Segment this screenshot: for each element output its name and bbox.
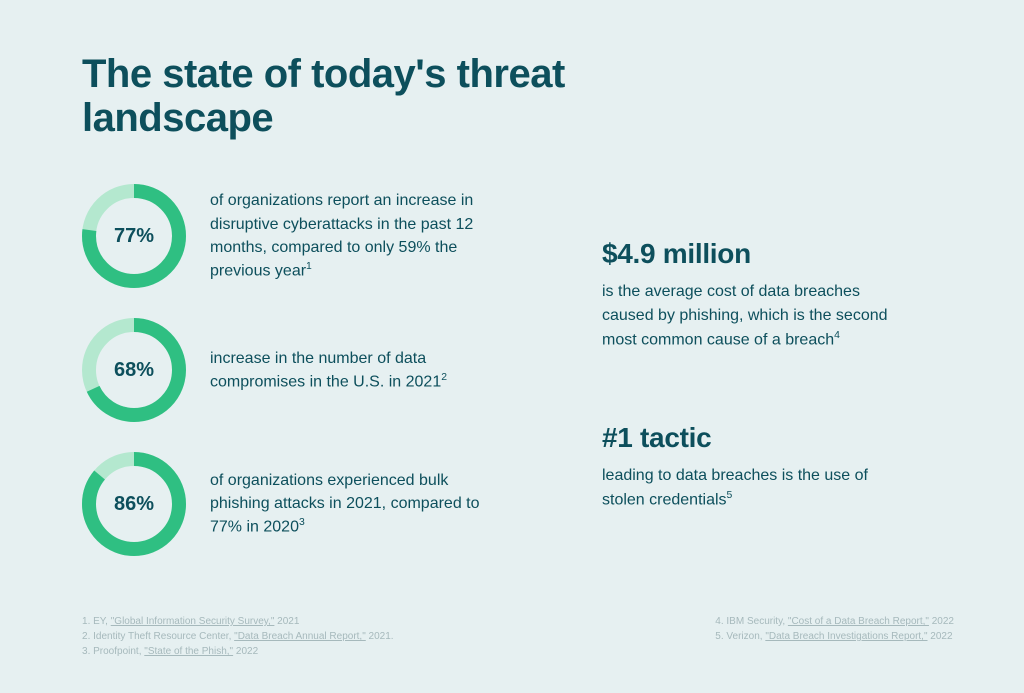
footnote-5: 5. Verizon, "Data Breach Investigations … (715, 629, 954, 644)
right-stat-headline: $4.9 million (602, 238, 942, 270)
stat-text-3: of organizations experienced bulk phishi… (210, 469, 510, 539)
footnote-1: 1. EY, "Global Information Security Surv… (82, 614, 394, 629)
footnote-2: 2. Identity Theft Resource Center, "Data… (82, 629, 394, 644)
donut-label: 77% (82, 184, 186, 288)
donut-chart-3: 86% (82, 452, 186, 556)
donut-label: 86% (82, 452, 186, 556)
right-stat-body: leading to data breaches is the use of s… (602, 464, 902, 512)
donut-chart-1: 77% (82, 184, 186, 288)
footnote-3: 3. Proofpoint, "State of the Phish," 202… (82, 644, 394, 659)
stat-text-2: increase in the number of data compromis… (210, 347, 510, 394)
page-title: The state of today's threat landscape (82, 52, 602, 140)
stat-row-3: 86% of organizations experienced bulk ph… (82, 452, 542, 556)
stat-text-1: of organizations report an increase in d… (210, 189, 510, 282)
left-column: 77% of organizations report an increase … (82, 184, 542, 586)
footnote-4: 4. IBM Security, "Cost of a Data Breach … (715, 614, 954, 629)
infographic-page: The state of today's threat landscape 77… (0, 0, 1024, 693)
stat-row-1: 77% of organizations report an increase … (82, 184, 542, 288)
donut-label: 68% (82, 318, 186, 422)
content-columns: 77% of organizations report an increase … (82, 184, 954, 586)
donut-chart-2: 68% (82, 318, 186, 422)
right-column: $4.9 million is the average cost of data… (602, 184, 942, 586)
footnotes-right: 4. IBM Security, "Cost of a Data Breach … (715, 614, 954, 659)
right-stat-headline: #1 tactic (602, 422, 942, 454)
right-stat-body: is the average cost of data breaches cau… (602, 280, 902, 352)
stat-row-2: 68% increase in the number of data compr… (82, 318, 542, 422)
right-stat-1: $4.9 million is the average cost of data… (602, 238, 942, 352)
right-stat-2: #1 tactic leading to data breaches is th… (602, 422, 942, 512)
footnotes-left: 1. EY, "Global Information Security Surv… (82, 614, 394, 659)
footnotes: 1. EY, "Global Information Security Surv… (82, 614, 954, 659)
